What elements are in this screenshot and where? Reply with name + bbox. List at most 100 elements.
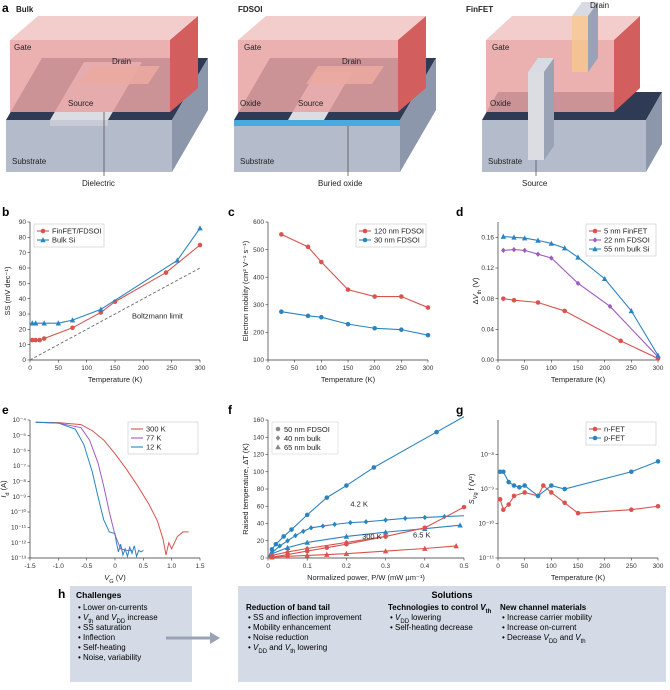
x-axis-label: Normalized power, P/W (mW µm⁻¹) [307, 573, 425, 582]
x-tick-label: -0.5 [81, 563, 93, 570]
y-tick-label: 10⁻⁶ [13, 448, 27, 455]
data-point [320, 523, 326, 529]
data-point [284, 553, 291, 559]
series-line [32, 244, 201, 341]
y-tick-label: 40 [19, 296, 27, 303]
data-point [655, 459, 661, 464]
y-axis-label: Raised temperature, ΔT (K) [241, 443, 250, 535]
annotation-6-5k: 6.5 K [413, 530, 431, 539]
data-point [511, 483, 517, 488]
data-point [511, 234, 517, 240]
x-tick-label: 50 [291, 365, 299, 372]
x-tick-label: 150 [573, 365, 584, 372]
chart-g-noise-vs-temperature: 0 50 100 150 200 250 300 10⁻¹¹ 10⁻¹⁰ 10⁻⁹ 10⁻⁸ Temp… [467, 420, 664, 582]
y-tick-label: 100 [253, 469, 264, 476]
legend-marker [275, 444, 281, 450]
challenges-box [70, 586, 192, 682]
finfet-source-label: Source [522, 179, 548, 188]
legend-marker [592, 435, 598, 441]
data-point [442, 513, 447, 520]
y-tick-label: 300 [253, 302, 264, 309]
device-fdsoi: FDSOI Gate Drain Oxide Source Substrate … [234, 5, 436, 188]
fdsoi-buried-oxide-label: Buried oxide [318, 179, 363, 188]
data-point [461, 504, 467, 510]
y-tick-label: 70 [19, 250, 27, 257]
y-tick-label: 10⁻⁸ [481, 452, 495, 459]
x-axis-label: Temperature (K) [551, 573, 606, 582]
y-tick-label: 10⁻¹³ [11, 555, 27, 562]
data-point [37, 337, 42, 343]
y-tick-label: 60 [257, 503, 265, 510]
data-point [343, 533, 350, 539]
challenge-item: • Vth and VDD increase [78, 613, 158, 625]
data-point [279, 309, 284, 315]
panel-letter-g: g [456, 403, 463, 417]
data-point [284, 544, 291, 550]
data-point [422, 525, 428, 531]
y-axis-label: SS (mV dec⁻¹) [3, 266, 12, 315]
series-line [499, 484, 659, 514]
annotation-4-2k: 4.2 K [350, 499, 368, 508]
y-tick-label: 10⁻⁹ [481, 486, 495, 493]
series-line [503, 236, 659, 356]
data-point [655, 503, 661, 509]
y-tick-label: 600 [253, 219, 264, 226]
legend-marker [40, 237, 46, 243]
x-tick-label: -1.0 [53, 563, 65, 570]
data-point [562, 486, 567, 492]
data-point [629, 507, 634, 512]
device-fdsoi-title: FDSOI [238, 5, 262, 14]
data-point [422, 514, 428, 521]
x-tick-label: 150 [343, 365, 354, 372]
y-tick-label: 500 [253, 247, 264, 254]
legend-label: 55 nm bulk Si [604, 245, 650, 254]
panel-letter-b: b [2, 205, 9, 219]
y-axis-label: ΔVth (V) [471, 277, 483, 304]
y-tick-label: 10⁻¹¹ [479, 555, 495, 562]
y-tick-label: 80 [257, 486, 265, 493]
data-point [500, 233, 507, 239]
solution-item: • Self-heating decrease [390, 623, 473, 632]
legend-label: p-FET [604, 434, 625, 443]
data-point [425, 332, 431, 338]
panel-letter-e: e [2, 403, 9, 417]
y-tick-label: 10⁻⁵ [13, 433, 27, 440]
x-tick-label: 0 [28, 365, 32, 372]
y-tick-label: 10⁻⁴ [13, 417, 27, 424]
y-tick-label: 0 [260, 555, 264, 562]
y-tick-label: 400 [253, 274, 264, 281]
fdsoi-substrate-label: Substrate [240, 157, 275, 166]
x-tick-label: 250 [626, 365, 637, 372]
x-tick-label: 0 [266, 365, 270, 372]
data-point [511, 297, 517, 303]
y-tick-label: 10⁻⁸ [13, 479, 27, 486]
y-tick-label: 10⁻¹⁰ [11, 508, 27, 516]
data-point [41, 320, 47, 326]
series-line [35, 421, 189, 556]
data-point [457, 522, 463, 528]
y-tick-label: 20 [257, 538, 265, 545]
y-tick-label: 200 [253, 330, 264, 337]
panel-letter-c: c [228, 205, 235, 219]
arrow-icon [166, 632, 220, 644]
data-point [561, 245, 568, 251]
y-tick-label: 10⁻⁷ [13, 463, 27, 470]
solution-item: • Increase carrier mobility [502, 613, 592, 622]
data-point [372, 294, 377, 299]
bulk-substrate-label: Substrate [12, 157, 47, 166]
x-tick-label: 200 [138, 365, 149, 372]
legend-marker [40, 228, 46, 234]
y-tick-label: 0 [22, 357, 26, 364]
data-point [269, 547, 275, 552]
solutions-box [238, 586, 666, 682]
y-tick-label: 20 [19, 327, 27, 334]
legend-label: 30 nm FDSOI [374, 236, 420, 245]
y-tick-label: 120 [253, 452, 264, 459]
y-tick-label: 0.12 [481, 265, 494, 272]
x-tick-label: 0 [113, 563, 117, 570]
series-line [503, 249, 659, 358]
data-point [629, 469, 634, 475]
data-point [319, 259, 324, 265]
legend-label: Bulk Si [52, 236, 76, 245]
data-point [305, 244, 311, 250]
